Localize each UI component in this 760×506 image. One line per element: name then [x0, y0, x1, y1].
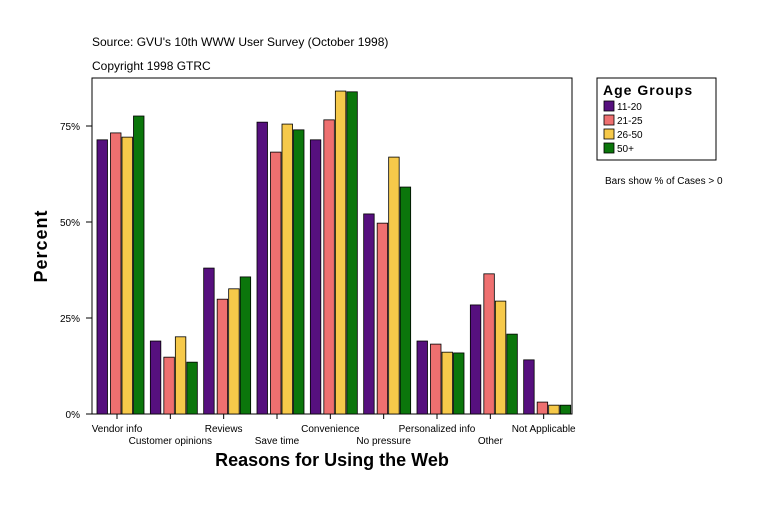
- bar: [203, 267, 215, 415]
- bar: [149, 340, 162, 415]
- y-tick-label: 75%: [60, 122, 80, 133]
- bar: [281, 123, 293, 415]
- legend-label: 21-25: [617, 116, 643, 127]
- bar: [346, 91, 358, 415]
- bar: [216, 298, 229, 415]
- bar: [430, 343, 442, 415]
- bar: [174, 336, 187, 415]
- bar: [96, 139, 108, 415]
- x-tick-label: Reviews: [205, 424, 243, 435]
- bar: [399, 186, 412, 415]
- x-tick-label: Convenience: [301, 424, 360, 435]
- x-tick-label: Customer opinions: [129, 436, 212, 447]
- bar: [334, 90, 347, 415]
- y-tick-label: 25%: [60, 314, 80, 325]
- bar: [453, 352, 465, 415]
- bar: [270, 151, 282, 415]
- bar: [186, 361, 198, 415]
- x-tick-label: Not Applicable: [512, 424, 576, 435]
- bar: [441, 351, 453, 415]
- y-tick-label: 50%: [60, 218, 80, 229]
- bar: [523, 359, 535, 415]
- bar: [388, 156, 400, 415]
- bar: [323, 119, 335, 415]
- x-tick-label: No pressure: [356, 436, 411, 447]
- legend-label: 11-20: [617, 102, 642, 113]
- note: Bars show % of Cases > 0: [605, 176, 723, 187]
- x-tick-label: Save time: [255, 436, 300, 447]
- legend-swatch: [603, 128, 615, 140]
- legend-swatch: [603, 142, 615, 154]
- bar: [110, 132, 122, 415]
- bar: [363, 213, 375, 415]
- legend-label: 50+: [617, 144, 634, 155]
- bar: [309, 139, 322, 415]
- bar: [483, 273, 495, 415]
- x-axis-label: Reasons for Using the Web: [215, 450, 449, 470]
- bar: [494, 300, 507, 415]
- legend-title: Age Groups: [603, 82, 693, 98]
- legend-swatch: [603, 100, 615, 112]
- bar: [163, 356, 175, 415]
- x-tick-label: Other: [478, 436, 504, 447]
- legend-box: [596, 77, 717, 161]
- bar: [548, 404, 560, 415]
- bar: [121, 136, 133, 415]
- bar: [376, 222, 389, 415]
- source: Source: GVU's 10th WWW User Survey (Octo…: [92, 35, 388, 49]
- bar: [506, 333, 518, 415]
- bar: [228, 288, 240, 415]
- bar: [133, 115, 145, 415]
- bar: [536, 401, 549, 415]
- bar: [416, 340, 428, 415]
- bar: [469, 304, 482, 415]
- y-tick-label: 0%: [66, 410, 81, 421]
- x-tick-label: Vendor info: [92, 424, 143, 435]
- bar: [559, 404, 572, 415]
- bar: [293, 129, 305, 415]
- legend-label: 26-50: [617, 130, 643, 141]
- copyright: Copyright 1998 GTRC: [92, 59, 211, 73]
- y-axis-label: Percent: [31, 209, 51, 282]
- bar: [239, 276, 252, 415]
- legend-swatch: [603, 114, 615, 126]
- bar: [256, 121, 268, 415]
- x-tick-label: Personalized info: [399, 424, 476, 435]
